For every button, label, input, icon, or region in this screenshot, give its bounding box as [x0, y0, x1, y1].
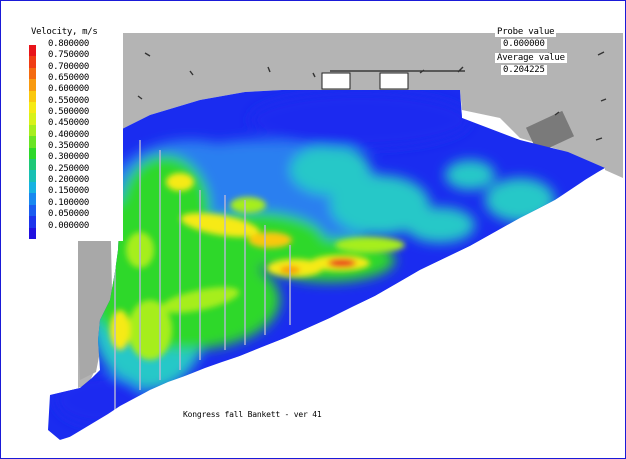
legend-swatch	[29, 227, 36, 239]
legend-label: 0.200000	[48, 175, 89, 186]
legend-label: 0.550000	[48, 95, 89, 106]
probe-label: Probe value	[495, 27, 557, 37]
legend-swatch	[29, 45, 36, 57]
legend-swatch	[29, 159, 36, 171]
legend-swatch	[29, 216, 36, 228]
velocity-contours	[40, 90, 605, 459]
legend-swatch	[29, 102, 36, 114]
left-wall	[78, 198, 112, 380]
diffuser-box	[525, 110, 575, 154]
legend-label: 0.300000	[48, 152, 89, 163]
legend-label: 0.000000	[48, 220, 89, 231]
legend-labels: 0.800000 0.750000 0.700000 0.650000 0.600000…	[48, 39, 89, 232]
legend-title: Velocity, m/s	[31, 27, 98, 37]
legend-swatch	[29, 147, 36, 160]
legend-label: 0.600000	[48, 84, 89, 95]
legend-swatch	[29, 90, 36, 103]
legend-label: 0.450000	[48, 118, 89, 129]
legend-swatch	[29, 136, 36, 148]
legend-swatch	[29, 193, 36, 205]
probe-value: 0.000000	[501, 39, 547, 49]
legend-label: 0.150000	[48, 186, 89, 197]
legend-label: 0.100000	[48, 197, 89, 208]
legend-label: 0.750000	[48, 50, 89, 61]
legend-swatch	[29, 56, 36, 68]
legend-swatch	[29, 204, 36, 217]
room-geometry	[78, 33, 623, 388]
average-value: 0.204225	[501, 65, 547, 75]
wall-opening-right	[379, 72, 409, 90]
legend-swatch	[29, 113, 36, 125]
legend-label: 0.650000	[48, 73, 89, 84]
scene-caption: Kongress fall Bankett - ver 41	[183, 410, 322, 419]
legend-label: 0.800000	[48, 39, 89, 49]
floor-slab	[78, 33, 623, 388]
legend-colorbar	[29, 45, 36, 239]
legend-swatch	[29, 181, 36, 194]
legend-label: 0.350000	[48, 141, 89, 152]
legend-label: 0.500000	[48, 107, 89, 118]
velocity-legend: Velocity, m/s 0.800000 0.750000 0.700000 0.…	[28, 26, 123, 241]
legend-label: 0.400000	[48, 129, 89, 140]
legend-swatch	[29, 170, 36, 182]
legend-label: 0.250000	[48, 163, 89, 174]
legend-label: 0.700000	[48, 61, 89, 72]
legend-swatch	[29, 124, 36, 137]
legend-swatch	[29, 79, 36, 91]
legend-swatch	[29, 67, 36, 80]
legend-label: 0.050000	[48, 209, 89, 220]
wall-opening-left	[321, 72, 351, 90]
average-label: Average value	[495, 53, 567, 63]
